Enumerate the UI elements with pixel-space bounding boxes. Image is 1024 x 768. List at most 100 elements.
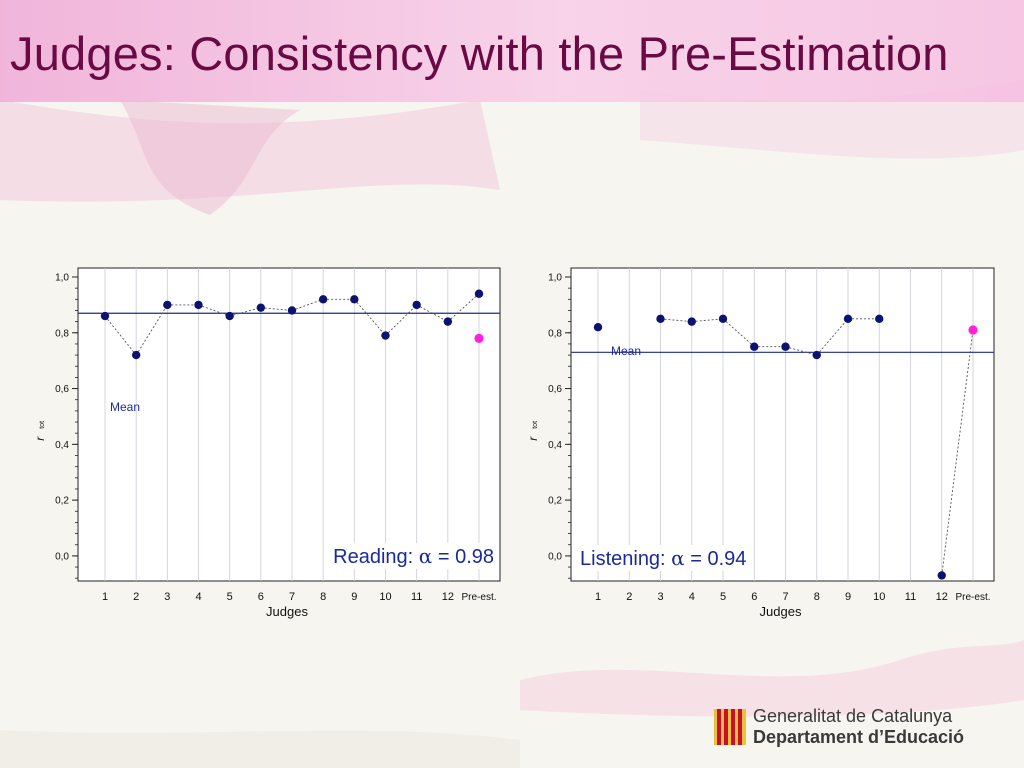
y-axis-title: r bbox=[526, 436, 540, 441]
series-connector bbox=[291, 298, 324, 311]
x-tick-label: 1 bbox=[102, 591, 108, 603]
alpha-annotation-text: Reading: α = 0.98 bbox=[333, 544, 494, 568]
series-connector bbox=[416, 304, 449, 323]
y-tick-label: 1,0 bbox=[548, 273, 562, 284]
x-tick-label: 11 bbox=[905, 591, 916, 603]
series-connector bbox=[660, 318, 692, 323]
y-tick-label: 0,8 bbox=[548, 328, 562, 339]
x-axis-title: Judges bbox=[266, 604, 308, 619]
data-point bbox=[100, 311, 110, 321]
x-tick-label: Pre-est. bbox=[955, 592, 990, 603]
series-connector bbox=[722, 318, 755, 348]
pre-est-point bbox=[474, 333, 484, 343]
y-tick-label: 0,6 bbox=[55, 384, 69, 395]
mean-label: Mean bbox=[611, 344, 641, 358]
data-point bbox=[225, 311, 234, 321]
series-connector bbox=[104, 315, 137, 356]
y-tick-label: 0,2 bbox=[548, 496, 562, 507]
data-point bbox=[687, 317, 696, 326]
data-point bbox=[718, 314, 728, 324]
y-tick-label: 0,6 bbox=[548, 384, 562, 395]
x-axis-title: Judges bbox=[760, 604, 802, 619]
data-point bbox=[593, 323, 603, 332]
x-tick-label: 7 bbox=[289, 591, 295, 603]
series-connector bbox=[198, 304, 230, 317]
y-tick-label: 1,0 bbox=[55, 273, 69, 284]
data-point bbox=[875, 314, 884, 324]
alpha-symbol: α bbox=[671, 546, 685, 570]
x-tick-label: 4 bbox=[689, 591, 695, 603]
x-tick-label: 12 bbox=[442, 591, 454, 603]
data-point bbox=[318, 295, 328, 304]
series-connector bbox=[260, 307, 293, 311]
title-band bbox=[0, 0, 1024, 102]
x-tick-label: 8 bbox=[320, 591, 326, 603]
x-tick-label: 5 bbox=[227, 591, 233, 603]
listening-chart: 0,00,20,40,60,81,01 2 3 4 5 6 7 8 9 10 11 12 Pre-est… bbox=[526, 267, 995, 619]
data-point bbox=[194, 300, 203, 310]
plot-area bbox=[77, 267, 501, 582]
series-connector bbox=[941, 329, 974, 576]
x-tick-label: 9 bbox=[351, 591, 357, 603]
series-connector bbox=[229, 307, 261, 317]
x-tick-label: 2 bbox=[626, 591, 632, 603]
series-connector bbox=[447, 293, 480, 322]
data-point bbox=[131, 350, 141, 360]
y-tick-label: 0,4 bbox=[55, 440, 69, 451]
y-tick-label: 0,0 bbox=[548, 551, 562, 562]
x-tick-label: 7 bbox=[782, 591, 788, 603]
data-point bbox=[843, 314, 853, 324]
pre-est-point bbox=[968, 325, 978, 335]
x-tick-label: 1 bbox=[595, 591, 601, 603]
y-axis-subscript: tot bbox=[39, 421, 46, 429]
catalan-flag-icon bbox=[714, 709, 746, 745]
annotation-background bbox=[329, 543, 498, 569]
x-tick-label: 9 bbox=[845, 591, 851, 603]
y-axis-title: r bbox=[33, 436, 47, 441]
annotation-prefix: Listening: bbox=[580, 548, 671, 570]
alpha-annotation: Reading: α = 0.98 bbox=[329, 543, 498, 569]
data-point bbox=[656, 314, 665, 324]
mean-label: Mean bbox=[110, 400, 140, 414]
reading-chart: 0,00,20,40,60,81,01 2 3 4 5 6 7 8 9 10 11 12 Pre-est… bbox=[33, 267, 501, 619]
x-tick-label: 6 bbox=[258, 591, 264, 603]
data-point bbox=[287, 306, 297, 315]
y-tick-label: 0,4 bbox=[548, 440, 562, 451]
series-connector bbox=[691, 318, 724, 323]
annotation-suffix: = 0.98 bbox=[432, 546, 494, 568]
data-point bbox=[412, 300, 421, 310]
alpha-annotation: Listening: α = 0.94 bbox=[576, 545, 751, 571]
x-tick-label: 11 bbox=[411, 591, 422, 603]
y-tick-label: 0,0 bbox=[55, 551, 69, 562]
data-point bbox=[163, 300, 172, 310]
x-tick-label: 2 bbox=[133, 591, 139, 603]
x-tick-label: 6 bbox=[751, 591, 757, 603]
data-point bbox=[750, 342, 759, 351]
y-axis-subscript: tot bbox=[532, 421, 539, 429]
data-point bbox=[781, 342, 790, 351]
x-tick-label: 12 bbox=[936, 591, 948, 603]
y-tick-label: 0,8 bbox=[55, 328, 69, 339]
alpha-annotation-text: Listening: α = 0.94 bbox=[580, 546, 746, 570]
alpha-symbol: α bbox=[419, 544, 433, 568]
data-point bbox=[381, 331, 390, 340]
data-point bbox=[256, 303, 266, 312]
annotation-prefix: Reading: bbox=[333, 546, 419, 568]
logo-line-2: Departament d’Educació bbox=[753, 727, 965, 747]
annotation-suffix: = 0.94 bbox=[685, 548, 747, 570]
generalitat-logo: Generalitat de Catalunya Departament d’E… bbox=[714, 706, 964, 748]
x-tick-label: 10 bbox=[873, 591, 885, 603]
data-point bbox=[937, 571, 946, 580]
x-tick-label: 4 bbox=[195, 591, 201, 603]
data-point bbox=[350, 295, 359, 304]
annotation-background bbox=[576, 545, 751, 571]
data-point bbox=[812, 350, 821, 360]
slide-title: Judges: Consistency with the Pre-Estimat… bbox=[10, 27, 949, 80]
x-tick-label: 10 bbox=[379, 591, 391, 603]
series-connector bbox=[785, 346, 817, 356]
x-tick-label: 5 bbox=[720, 591, 726, 603]
data-point bbox=[443, 317, 453, 326]
series-connector bbox=[385, 304, 417, 336]
y-tick-label: 0,2 bbox=[55, 496, 69, 507]
x-tick-label: 3 bbox=[657, 591, 663, 603]
